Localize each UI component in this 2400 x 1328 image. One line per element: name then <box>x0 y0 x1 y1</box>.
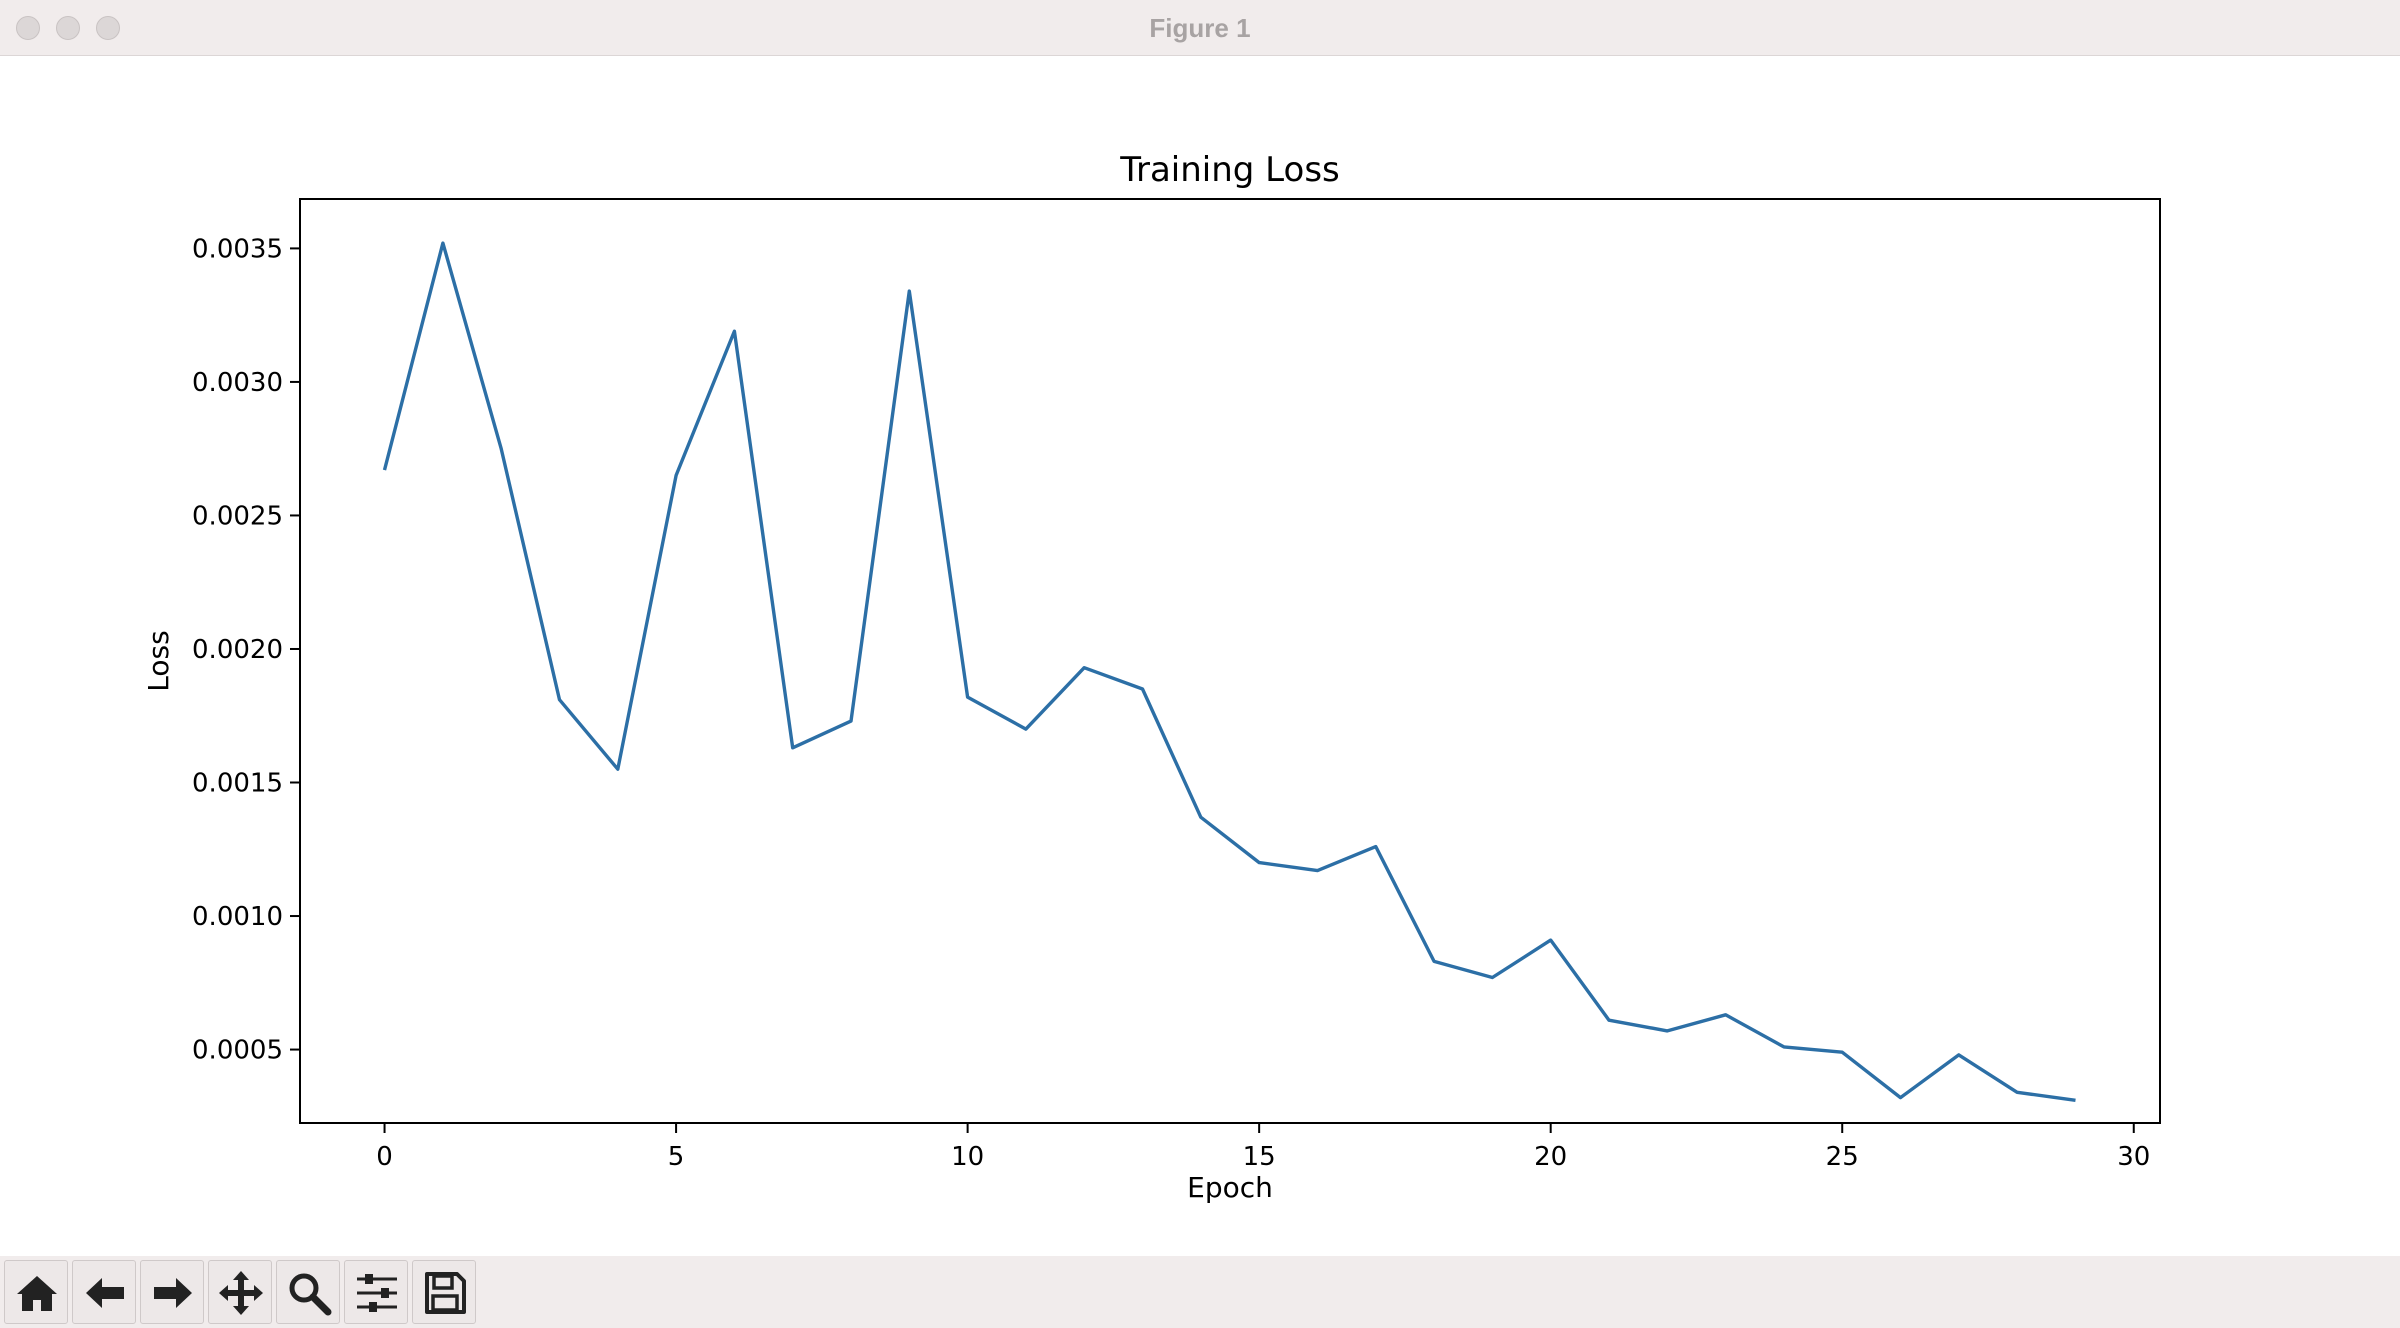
figure-canvas[interactable]: 0 5 10 15 20 25 30 0.0005 0.0010 0.0015 0.0020 0.00… <box>0 56 2400 1256</box>
minimize-window-button[interactable] <box>56 16 80 40</box>
loss-chart: 0 5 10 15 20 25 30 0.0005 0.0010 0.0015 0.0020 0.00… <box>142 150 2161 1204</box>
y-tick-label: 0.0010 <box>192 902 283 932</box>
x-tick-label: 10 <box>951 1142 984 1172</box>
forward-arrow-icon <box>154 1278 192 1308</box>
x-tick-label: 20 <box>1534 1142 1567 1172</box>
save-disk-icon <box>425 1272 466 1314</box>
y-tick-label: 0.0035 <box>192 234 283 264</box>
navigation-toolbar <box>0 1256 2400 1328</box>
x-tick-label: 5 <box>668 1142 685 1172</box>
x-tick-label: 0 <box>376 1142 393 1172</box>
y-tick-label: 0.0030 <box>192 368 283 398</box>
home-button[interactable] <box>4 1260 68 1324</box>
y-tick-label: 0.0025 <box>192 501 283 531</box>
plot-frame <box>299 198 2161 1124</box>
subplots-sliders-icon <box>357 1274 397 1312</box>
x-tick-label: 25 <box>1826 1142 1859 1172</box>
x-axis-label: Epoch <box>1187 1171 1273 1204</box>
loss-series-line <box>382 241 2076 1102</box>
close-window-button[interactable] <box>16 16 40 40</box>
save-button[interactable] <box>412 1260 476 1324</box>
y-tick-label: 0.0015 <box>192 769 283 799</box>
chart-title: Training Loss <box>1119 150 1340 190</box>
maximize-window-button[interactable] <box>96 16 120 40</box>
window-titlebar: Figure 1 <box>0 0 2400 56</box>
window-title: Figure 1 <box>1149 13 1251 43</box>
y-tick-label: 0.0005 <box>192 1036 283 1066</box>
x-tick-label: 30 <box>2117 1142 2150 1172</box>
pan-button[interactable] <box>208 1260 272 1324</box>
pan-move-icon <box>219 1271 263 1315</box>
back-arrow-icon <box>86 1278 124 1308</box>
back-button[interactable] <box>72 1260 136 1324</box>
configure-subplots-button[interactable] <box>344 1260 408 1324</box>
y-tick-label: 0.0020 <box>192 635 283 665</box>
zoom-button[interactable] <box>276 1260 340 1324</box>
forward-button[interactable] <box>140 1260 204 1324</box>
zoom-magnifier-icon <box>289 1273 332 1316</box>
y-axis-label: Loss <box>142 630 175 691</box>
home-icon <box>17 1276 57 1311</box>
x-tick-label: 15 <box>1243 1142 1276 1172</box>
